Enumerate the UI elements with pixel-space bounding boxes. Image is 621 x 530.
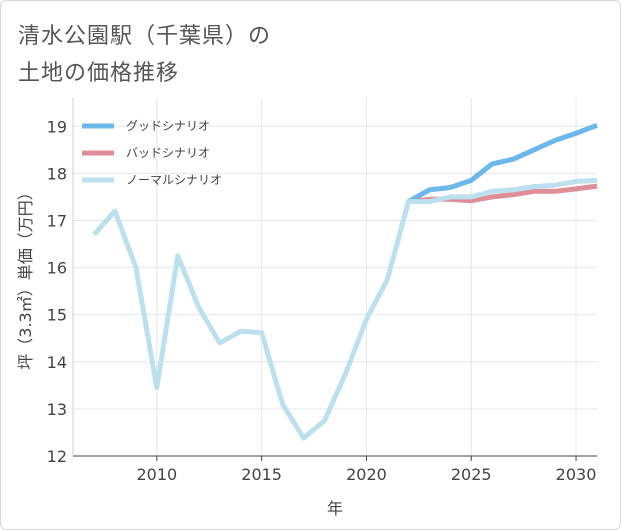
series-group bbox=[92, 122, 598, 441]
x-tick-label: 2010 bbox=[136, 465, 177, 484]
y-tick-label: 12 bbox=[47, 447, 67, 466]
legend-label-1[interactable]: バッドシナリオ bbox=[126, 146, 210, 160]
y-tick-label: 15 bbox=[47, 306, 67, 325]
series-line-2 bbox=[92, 177, 598, 441]
x-tick-label: 2025 bbox=[451, 465, 492, 484]
legend-label-2[interactable]: ノーマルシナリオ bbox=[126, 173, 222, 187]
y-tick-label: 18 bbox=[47, 164, 67, 183]
y-tick-label: 19 bbox=[47, 117, 67, 136]
y-tick-label: 14 bbox=[47, 353, 67, 372]
x-tick-label: 2030 bbox=[556, 465, 597, 484]
chart-title-line-1: 清水公園駅（千葉県）の bbox=[18, 24, 272, 49]
chart-title-line-2: 土地の価格推移 bbox=[18, 61, 180, 86]
y-axis-title: 坪（3.3㎡）単価（万円） bbox=[16, 184, 35, 369]
x-tick-label: 2015 bbox=[241, 465, 282, 484]
axes: 12 13 14 15 16 17 18 19 2010 2015 2020 2025 2030 bbox=[47, 98, 597, 484]
y-tick-label: 16 bbox=[47, 259, 67, 278]
legend-label-0[interactable]: グッドシナリオ bbox=[126, 119, 210, 133]
series-line-0 bbox=[407, 122, 598, 204]
y-tick-label: 13 bbox=[47, 400, 67, 419]
x-axis-title: 年 bbox=[327, 499, 343, 518]
y-tick-label: 17 bbox=[47, 211, 67, 230]
x-tick-label: 2020 bbox=[346, 465, 387, 484]
